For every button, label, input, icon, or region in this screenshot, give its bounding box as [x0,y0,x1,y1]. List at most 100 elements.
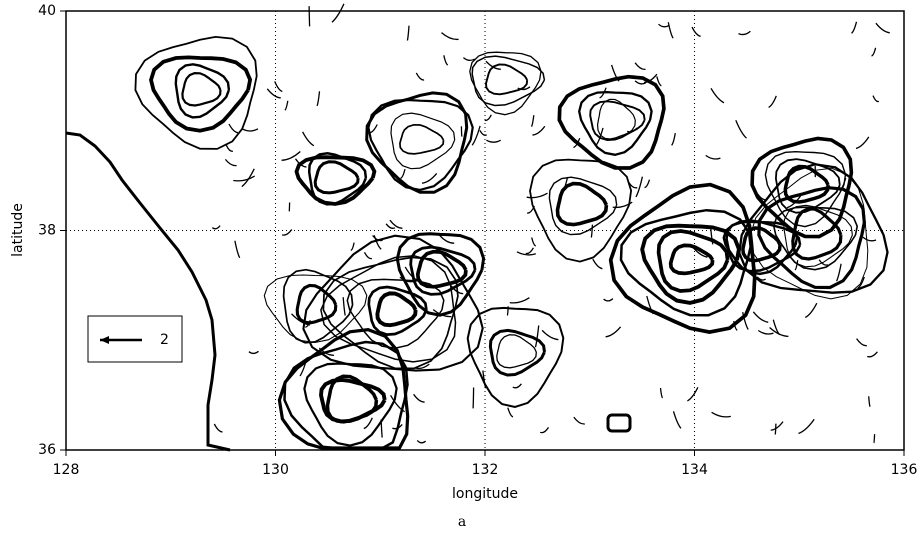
x-tick-label: 132 [472,462,499,478]
flow-arrow [595,127,604,146]
arrow-head [100,336,109,344]
flow-arrow [233,175,256,182]
flow-arrow [603,298,614,302]
flow-arrow [479,130,488,136]
y-tick-label: 38 [38,223,56,239]
flow-arrow [610,64,620,82]
flow-arrow [318,347,334,356]
flow-arrow [711,411,731,418]
flow-arrow [756,276,767,281]
flow-arrow [735,120,747,139]
flow-arrow [590,224,594,238]
flow-arrow [612,201,633,209]
y-axis-label: latitude [10,203,26,257]
streamline [313,160,360,195]
flow-arrow [225,144,234,152]
flow-arrow [659,388,664,399]
flow-arrow [414,363,430,370]
flow-arrow [380,419,383,438]
streamline [375,291,418,328]
streamline [390,112,456,170]
flow-arrow [472,387,475,409]
flow-arrow [531,237,537,247]
flow-arrow [856,338,867,347]
streamline [283,340,409,450]
streamline [295,283,338,325]
flow-arrow [667,22,674,39]
streamline [277,327,410,450]
flow-arrow [691,245,708,258]
streamline [322,256,459,370]
flow-arrow [363,251,373,260]
flow-arrow [305,319,311,328]
streamline [320,254,457,363]
flow-arrow [512,383,522,389]
streamline [469,51,542,116]
x-axis-label: longitude [452,486,518,502]
flow-arrow [772,319,781,336]
flow-arrow [486,139,502,143]
flow-arrow [385,223,396,229]
flow-arrow [224,158,237,167]
streamline [149,55,253,133]
flow-arrow [443,55,449,66]
flow-arrow [432,309,452,318]
flow-arrow [752,311,769,323]
flow-arrow [302,131,315,147]
flow-arrow [656,76,662,87]
flow-arrow [213,423,223,433]
flow-arrow [484,114,492,122]
streamline [738,163,889,294]
flow-arrow [534,325,540,348]
flow-arrow [342,297,346,316]
streamline [181,71,222,107]
flow-arrow [871,47,877,57]
flow-arrow [742,311,749,330]
flow-arrow [390,394,405,413]
flow-arrow [485,60,501,70]
legend: 2 [87,315,183,363]
streamline [488,328,546,377]
flow-arrow [634,62,646,71]
flow-arrow [635,176,644,198]
coastline [65,131,231,452]
flow-arrow [530,115,535,127]
flow-arrow [392,423,403,430]
flow-arrow [316,91,321,107]
flow-arrow [768,95,777,108]
streamline [367,98,474,192]
flow-arrow [299,357,308,377]
flow-arrow [644,179,651,189]
flow-arrow [281,151,301,161]
flow-arrow [439,234,455,244]
flow-arrow [242,128,259,132]
streamline [783,204,853,268]
streamline [263,274,368,344]
flow-arrow [241,168,255,188]
flow-arrow [471,125,481,146]
streamline [367,285,428,336]
legend-label: 2 [160,332,169,348]
streamline [399,123,445,155]
x-tick-label: 136 [891,462,918,478]
caption: a [458,514,466,530]
x-tick-label: 134 [681,462,708,478]
streamline [395,232,486,317]
flow-arrow [450,285,464,295]
streamline [608,182,757,334]
flow-arrow [592,258,603,270]
flow-arrow [857,276,865,289]
flow-arrow [363,417,373,430]
streamline [578,90,653,156]
flow-arrow [421,172,438,184]
flow-arrow [786,194,802,209]
flow-arrow [526,192,548,199]
flow-arrow [507,407,514,418]
flow-arrow [294,158,307,168]
flow-arrow [757,193,768,201]
flow-arrow [643,73,658,84]
streamline [783,164,830,204]
streamline [496,334,537,369]
x-tick-label: 130 [262,462,289,478]
